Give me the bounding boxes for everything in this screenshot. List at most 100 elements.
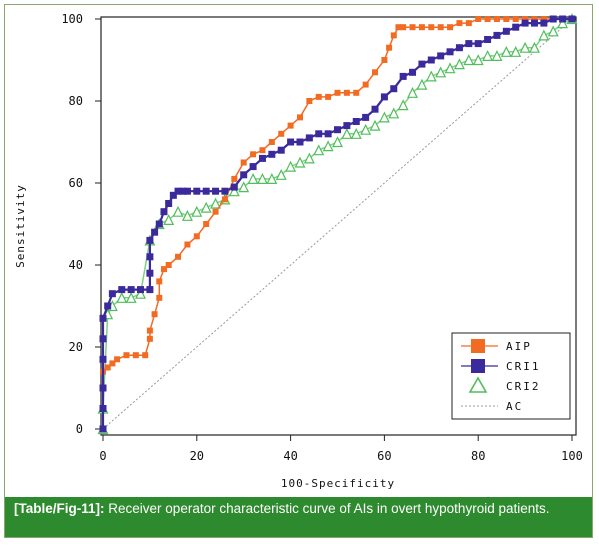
legend-label-aip: AIP — [506, 340, 532, 353]
point-cri1 — [362, 113, 370, 121]
point-aip — [203, 221, 210, 227]
point-aip — [428, 24, 435, 31]
legend-item-cri1: CRI1 — [461, 359, 539, 373]
point-cri1 — [99, 425, 107, 433]
point-cri1 — [437, 52, 445, 60]
point-aip — [372, 69, 379, 76]
point-cri2 — [228, 185, 240, 197]
point-aip — [390, 32, 397, 39]
point-cri2 — [529, 41, 540, 53]
point-cri2 — [256, 173, 268, 184]
point-cri1 — [179, 187, 187, 195]
point-cri1 — [465, 40, 473, 48]
point-cri1 — [249, 163, 257, 171]
point-aip — [156, 294, 163, 301]
point-cri1 — [559, 15, 567, 23]
point-aip — [456, 20, 463, 27]
point-cri1 — [146, 236, 154, 244]
point-cri1 — [296, 138, 304, 146]
point-cri1 — [324, 130, 332, 138]
point-aip — [484, 16, 491, 22]
point-cri2 — [210, 197, 222, 209]
point-cri2 — [322, 140, 334, 152]
point-cri2 — [238, 181, 250, 193]
point-cri1 — [183, 187, 191, 195]
point-aip — [142, 352, 149, 359]
point-aip — [151, 311, 158, 318]
point-cri1 — [99, 405, 107, 412]
point-cri1 — [212, 187, 220, 195]
point-aip — [475, 16, 482, 22]
point-aip — [278, 130, 285, 137]
point-cri2 — [491, 50, 503, 62]
point-cri2 — [557, 17, 569, 29]
point-cri2 — [407, 86, 419, 98]
point-cri1 — [258, 154, 266, 162]
point-aip — [156, 278, 163, 285]
point-cri2 — [547, 25, 559, 37]
point-cri2 — [500, 45, 512, 57]
point-cri1 — [493, 31, 501, 39]
point-aip — [184, 241, 191, 248]
point-cri1 — [160, 208, 168, 216]
point-aip — [409, 24, 416, 31]
point-cri1 — [512, 23, 520, 31]
point-cri2 — [332, 136, 343, 148]
legend-label-cri2: CRI2 — [506, 380, 541, 393]
point-cri1 — [352, 118, 360, 125]
point-aip — [165, 262, 172, 268]
legend-item-aip: AIP — [461, 339, 532, 353]
point-cri2 — [472, 54, 484, 66]
point-cri1 — [334, 126, 341, 134]
point-cri2 — [416, 78, 428, 90]
point-cri1 — [418, 60, 426, 68]
point-cri2 — [453, 58, 465, 70]
legend-label-ac: AC — [506, 400, 523, 413]
point-cri2 — [135, 287, 146, 299]
point-cri1 — [484, 36, 492, 43]
point-cri2 — [181, 209, 193, 221]
point-cri1 — [99, 314, 107, 322]
point-cri1 — [549, 15, 557, 23]
point-cri1 — [174, 187, 182, 195]
point-aip — [381, 57, 388, 63]
point-aip — [104, 364, 111, 371]
y-tick-label: 80 — [69, 94, 83, 108]
point-cri1 — [146, 253, 154, 261]
point-cri1 — [169, 191, 177, 199]
point-aip — [306, 98, 313, 104]
point-aip — [193, 233, 200, 240]
point-cri1 — [99, 384, 107, 392]
point-cri1 — [540, 19, 548, 27]
point-cri1 — [427, 56, 435, 64]
point-cri2 — [303, 152, 315, 164]
y-tick-label: 100 — [61, 12, 83, 26]
point-cri1 — [240, 171, 248, 179]
point-cri1 — [99, 355, 107, 363]
point-aip — [343, 89, 350, 96]
y-tick-label: 0 — [76, 422, 83, 436]
tick-layer: 0 20 40 60 80 100 0 20 40 60 80 100 — [61, 12, 583, 463]
point-cri2 — [350, 127, 362, 139]
point-cri1 — [455, 44, 463, 52]
point-cri1 — [146, 269, 154, 277]
x-tick-label: 40 — [283, 449, 297, 463]
legend: AIP CRI1 CRI2 AC — [451, 332, 571, 420]
point-cri2 — [116, 291, 128, 303]
point-cri2 — [266, 173, 278, 184]
point-aip — [522, 16, 529, 22]
point-aip — [296, 114, 303, 121]
x-tick-label: 0 — [99, 449, 106, 463]
point-cri2 — [482, 50, 494, 62]
point-cri2 — [538, 29, 550, 41]
point-cri1 — [127, 286, 135, 294]
point-aip — [240, 159, 247, 166]
point-cri1 — [277, 146, 285, 154]
x-tick-label: 60 — [377, 449, 391, 463]
point-cri1 — [343, 122, 351, 130]
point-aip — [231, 175, 238, 182]
point-cri1 — [380, 93, 388, 101]
point-aip — [315, 93, 322, 100]
point-cri1 — [568, 15, 576, 23]
legend-marker-cri1 — [471, 359, 485, 373]
